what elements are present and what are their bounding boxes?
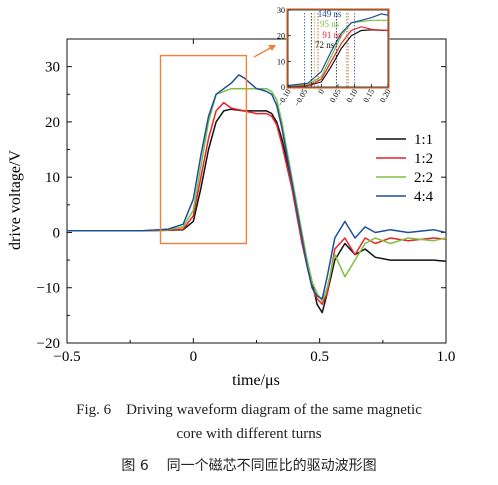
inset-x-tick-label: −0.10 — [276, 88, 293, 109]
zoom-region-box — [159, 54, 248, 245]
x-axis-label: time/μs — [232, 372, 280, 389]
series-line-1-2 — [67, 101, 446, 306]
zoom-arrow — [253, 46, 273, 58]
inset-annotation: 72 ns — [315, 40, 335, 50]
x-tick-label: −0.5 — [53, 349, 80, 365]
series-line-1-1 — [67, 108, 446, 314]
inset-x-tick-label: 0.10 — [345, 88, 360, 105]
inset-series-4-4 — [288, 13, 388, 87]
inset-y-tick-label: 10 — [277, 57, 285, 66]
y-tick-label: −10 — [37, 281, 60, 297]
y-tick-label: −20 — [37, 336, 60, 352]
inset-y-tick-label: 30 — [277, 6, 285, 15]
inset-annotation: 91 ns — [322, 30, 342, 40]
legend-label-1-2: 1:2 — [414, 151, 433, 167]
inset-x-tick-label: 0.15 — [361, 88, 376, 105]
x-tick-label: 0.5 — [310, 349, 329, 365]
legend-label-1-1: 1:1 — [414, 132, 433, 148]
y-tick-label: 10 — [45, 170, 60, 186]
legend-label-4-4: 4:4 — [414, 189, 434, 205]
x-tick-label: 1.0 — [437, 349, 456, 365]
inset-x-tick-label: 0.05 — [328, 88, 343, 105]
series-line-2-2 — [67, 87, 446, 303]
inset-x-tick-label: 0 — [316, 88, 326, 96]
caption-english-line1: Fig. 6 Driving waveform diagram of the s… — [76, 402, 422, 418]
y-tick-label: 20 — [45, 115, 60, 131]
inset-x-tick-label: 0.20 — [378, 88, 393, 105]
x-tick-label: 0 — [190, 349, 198, 365]
inset-y-tick-label: 20 — [277, 32, 285, 41]
caption-chinese: 图 6 同一个磁芯不同匝比的驱动波形图 — [121, 458, 377, 474]
y-tick-label: 0 — [53, 225, 61, 241]
y-axis-label: drive voltage/V — [7, 150, 24, 250]
inset-series-1-2 — [288, 26, 388, 87]
legend-label-2-2: 2:2 — [414, 170, 433, 186]
inset-y-tick-label: 0 — [281, 83, 285, 92]
inset-annotation: 95 ns — [320, 19, 340, 29]
y-tick-label: 30 — [45, 60, 60, 76]
zoom-arrow-head — [268, 45, 276, 51]
caption-english-line2: core with different turns — [176, 426, 322, 442]
inset-x-tick-label: −0.05 — [292, 88, 309, 109]
waveform-chart: −0.5 0 0.5 1.0 −20 −10 0 10 20 30 1:1 1:2 2:2 4:4 149… — [7, 6, 456, 389]
inset-annotation: 149 ns — [318, 9, 342, 19]
main-plot: −0.5 0 0.5 1.0 −20 −10 0 10 20 30 1:1 1:2 2:2 4:4 — [37, 38, 456, 365]
series-line-4-4 — [67, 74, 446, 300]
